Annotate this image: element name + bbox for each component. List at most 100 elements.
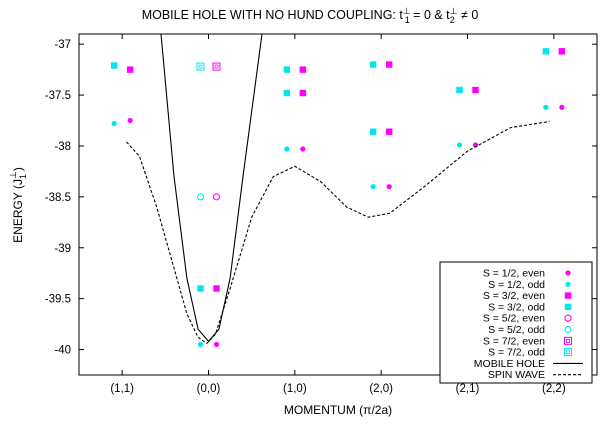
data-point-inner — [214, 64, 219, 69]
x-tick-label: (2,0) — [369, 383, 393, 395]
legend-swatch — [565, 270, 571, 276]
series-s-7-2-odd — [196, 62, 205, 71]
data-point — [543, 104, 549, 110]
data-point — [385, 128, 393, 135]
y-tick-label: -38.5 — [45, 192, 71, 204]
legend-swatch — [564, 348, 572, 357]
legend-swatch — [564, 303, 572, 311]
data-point — [213, 341, 220, 348]
x-tick-label: (1,1) — [110, 383, 134, 395]
title-t2-sub: 2 — [450, 15, 455, 25]
data-point — [456, 86, 463, 94]
legend-swatch-outer — [564, 348, 572, 357]
data-point — [284, 146, 290, 152]
data-point — [559, 104, 565, 110]
data-point — [299, 89, 307, 97]
data-point — [283, 89, 291, 97]
ylabel-main: ENERGY (J — [11, 179, 25, 243]
data-point — [111, 120, 117, 127]
y-tick-label: -38 — [54, 141, 71, 153]
curve-mobile-hole — [160, 34, 263, 343]
legend-label: S = 5/2, odd — [488, 324, 545, 336]
series-s-1-2-odd — [111, 104, 549, 348]
legend-swatch — [564, 292, 572, 299]
data-point — [456, 142, 463, 148]
legend-swatch-inner — [566, 338, 570, 343]
legend-label: S = 3/2, even — [483, 290, 545, 302]
ylabel-end: ) — [11, 167, 25, 171]
plot-area — [78, 33, 598, 376]
legend-label: MOBILE HOLE — [474, 358, 545, 370]
ylabel-sub: 1 — [18, 174, 28, 179]
title-mid: = 0 & t — [410, 8, 450, 22]
data-point — [283, 66, 291, 73]
data-point-outer — [212, 62, 221, 71]
series-s-7-2-even — [212, 62, 221, 71]
data-point — [110, 62, 118, 69]
data-point — [370, 184, 376, 190]
y-axis: -37 -37.5 -38 -38.5 -39 -39.5 -40 — [45, 39, 597, 357]
y-tick-label: -39.5 — [45, 294, 71, 306]
legend-label: S = 7/2, even — [483, 335, 545, 347]
x-tick-label: (2,1) — [456, 383, 480, 395]
data-point — [196, 193, 205, 201]
title-main: MOBILE HOLE WITH NO HUND COUPLING: t — [142, 8, 404, 22]
legend-label: SPIN WAVE — [488, 369, 545, 381]
series-s-3-2-odd — [110, 48, 550, 292]
curve-clip-group — [160, 34, 263, 343]
data-point — [299, 66, 307, 73]
data-point — [369, 128, 377, 135]
data-point — [213, 285, 220, 292]
data-point — [197, 341, 204, 348]
y-tick-label: -37.5 — [45, 90, 71, 102]
data-point — [386, 184, 392, 190]
data-layer — [110, 34, 566, 348]
title-end: ≠ 0 — [458, 8, 479, 22]
series-s-5-2-even — [212, 193, 221, 201]
legend-swatch — [564, 336, 572, 345]
series-s-3-2-even — [126, 48, 566, 292]
title-t1-sup: ⊥ — [403, 6, 411, 16]
data-point — [558, 48, 566, 55]
data-point — [472, 86, 479, 94]
y-tick-label: -40 — [54, 345, 71, 357]
data-point — [385, 61, 393, 68]
series-s-5-2-odd — [196, 193, 205, 201]
data-point — [212, 193, 221, 201]
y-tick-label: -39 — [54, 243, 71, 255]
legend-swatch-inner — [566, 350, 570, 355]
data-point-inner — [198, 64, 203, 69]
data-point — [126, 66, 134, 73]
x-axis: (1,1) (0,0) (1,0) (2,0) (2,1) (2,2) — [110, 34, 566, 395]
legend-swatch — [565, 281, 571, 287]
chart-title: MOBILE HOLE WITH NO HUND COUPLING: t⊥ 1 =… — [142, 6, 479, 25]
legend-swatch — [564, 325, 572, 334]
legend-label: S = 1/2, odd — [488, 279, 545, 291]
ylabel-sup: ⊥ — [8, 171, 18, 179]
data-point — [212, 62, 221, 71]
y-tick-label: -37 — [54, 39, 71, 51]
data-point — [300, 146, 306, 152]
series-s-1-2-even — [127, 104, 565, 348]
series-mobile-hole — [160, 34, 263, 343]
x-tick-label: (2,2) — [542, 383, 566, 395]
data-point — [369, 61, 377, 68]
title-t2-sup: ⊥ — [450, 6, 458, 16]
data-point — [127, 117, 133, 124]
x-axis-label: MOMENTUM (π/2a) — [284, 403, 392, 417]
data-point-outer — [196, 62, 205, 71]
legend-label: S = 7/2, odd — [488, 347, 545, 359]
x-tick-label: (1,0) — [283, 383, 307, 395]
legend-swatch — [564, 314, 572, 322]
legend-label: S = 1/2, even — [483, 268, 545, 280]
data-point — [197, 285, 204, 292]
data-point — [196, 62, 205, 71]
title-t1-sub: 1 — [405, 15, 410, 25]
data-point — [542, 48, 550, 55]
plot-frame — [78, 33, 598, 376]
legend-swatch-outer — [564, 336, 572, 345]
legend-label: S = 5/2, even — [483, 313, 545, 325]
